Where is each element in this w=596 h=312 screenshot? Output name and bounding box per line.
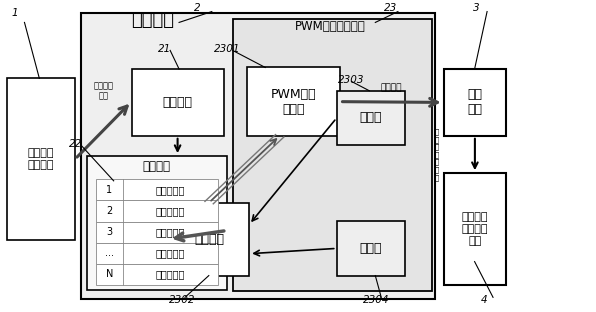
Bar — [87, 156, 226, 290]
Bar — [443, 173, 506, 285]
Text: 2: 2 — [194, 3, 201, 13]
Text: 3: 3 — [473, 3, 480, 13]
Text: 控制电路: 控制电路 — [132, 11, 175, 29]
Text: 占空比数值: 占空比数值 — [156, 185, 185, 195]
Text: 4: 4 — [481, 295, 488, 305]
Text: PWM信号执行模块: PWM信号执行模块 — [296, 20, 366, 33]
Bar — [443, 69, 506, 136]
Text: 1: 1 — [106, 185, 112, 195]
Text: 占空比数值: 占空比数值 — [156, 227, 185, 237]
Text: 计数器: 计数器 — [359, 242, 382, 255]
Text: 2303: 2303 — [338, 75, 364, 85]
Text: 运算模块: 运算模块 — [163, 96, 193, 109]
Text: 1: 1 — [11, 8, 18, 18]
Bar — [96, 179, 218, 200]
Bar — [337, 221, 405, 275]
Text: 占空比数值: 占空比数值 — [156, 206, 185, 216]
Text: 2302: 2302 — [169, 295, 195, 305]
Text: ...: ... — [105, 248, 114, 258]
Bar — [247, 67, 340, 136]
Bar — [96, 243, 218, 264]
Text: 2304: 2304 — [364, 295, 390, 305]
Bar — [337, 91, 405, 145]
Bar — [169, 202, 249, 275]
Bar — [81, 13, 434, 299]
Text: 21: 21 — [159, 44, 172, 54]
Text: 驱动
电路: 驱动 电路 — [467, 88, 482, 116]
Bar — [96, 264, 218, 285]
Text: 定时器: 定时器 — [359, 111, 382, 124]
Text: 调光控制
信号: 调光控制 信号 — [93, 81, 113, 100]
Text: 23: 23 — [384, 3, 398, 13]
Text: 2301: 2301 — [213, 44, 240, 54]
Text: 占空比数值: 占空比数值 — [156, 248, 185, 258]
Bar — [96, 200, 218, 222]
Text: N: N — [105, 269, 113, 279]
Text: 控制信号: 控制信号 — [381, 83, 402, 92]
Text: 2: 2 — [106, 206, 113, 216]
Bar — [232, 19, 432, 291]
Text: 3: 3 — [106, 227, 112, 237]
Text: PWM信号
发生器: PWM信号 发生器 — [271, 88, 316, 116]
Text: 由
驱
动
输
出
驱
动: 由 驱 动 输 出 驱 动 — [434, 128, 439, 181]
Bar — [7, 78, 75, 240]
Text: 驱动电源
输出接口
电路: 驱动电源 输出接口 电路 — [462, 212, 488, 246]
Text: 读写模块: 读写模块 — [194, 232, 224, 246]
Bar — [96, 222, 218, 243]
Text: 22: 22 — [69, 139, 82, 149]
Bar — [132, 69, 224, 136]
Text: 存储单元: 存储单元 — [143, 160, 171, 173]
Text: 调光信号
接口电路: 调光信号 接口电路 — [27, 148, 54, 170]
Text: 占空比数值: 占空比数值 — [156, 269, 185, 279]
